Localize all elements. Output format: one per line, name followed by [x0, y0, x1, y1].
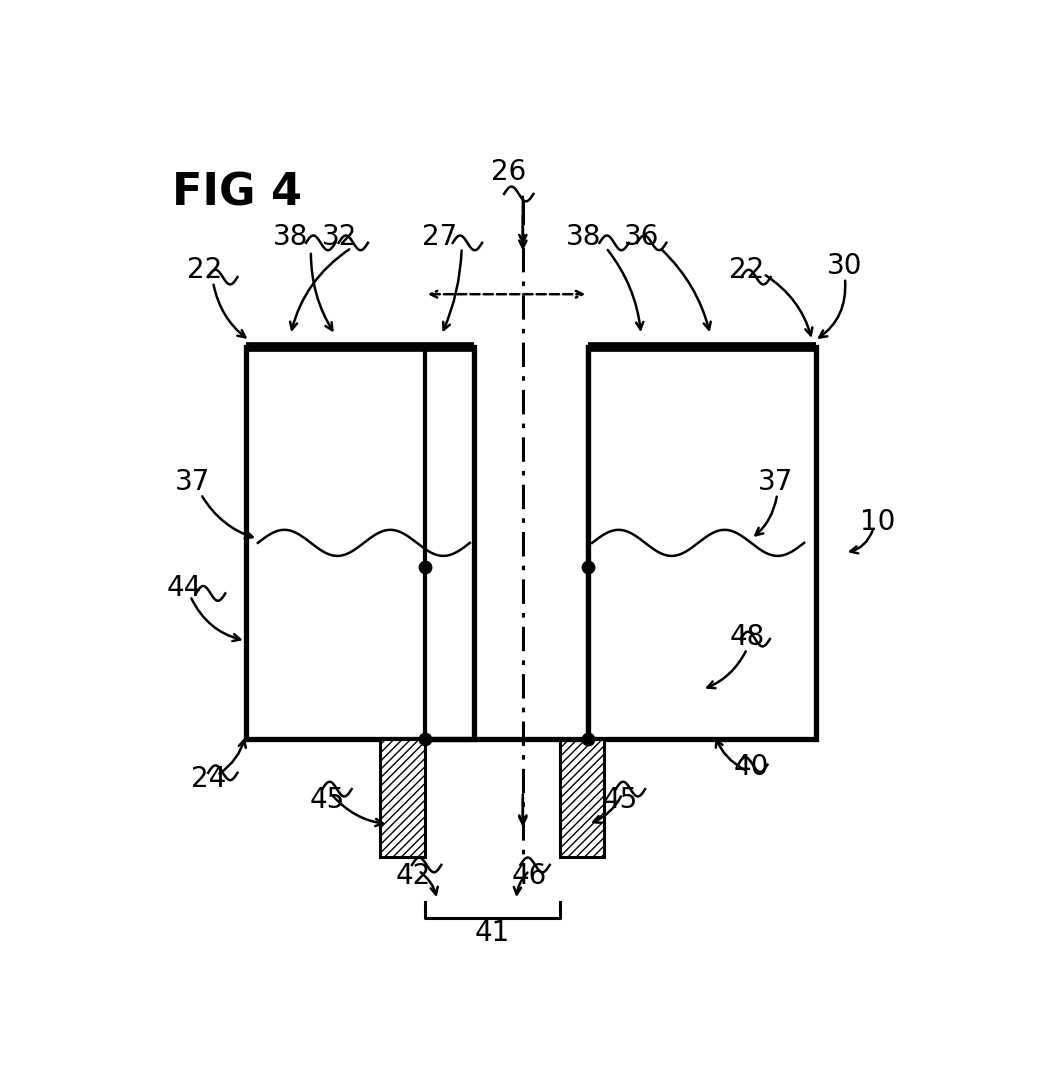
- Point: [580, 559, 596, 576]
- Text: 24: 24: [191, 765, 226, 793]
- Text: 10: 10: [859, 508, 895, 536]
- Text: 32: 32: [322, 224, 357, 252]
- Text: 37: 37: [757, 468, 793, 496]
- Text: 46: 46: [511, 861, 547, 889]
- Point: [417, 730, 433, 747]
- Text: FIG 4: FIG 4: [173, 172, 302, 215]
- Text: 22: 22: [187, 256, 223, 284]
- Text: 22: 22: [729, 256, 765, 284]
- Bar: [588, 347, 816, 739]
- Text: 27: 27: [422, 224, 458, 252]
- Bar: [380, 739, 425, 857]
- Text: 45: 45: [309, 786, 345, 814]
- Text: 48: 48: [729, 622, 765, 650]
- Text: 30: 30: [827, 252, 863, 280]
- Text: 44: 44: [167, 574, 202, 602]
- Text: 36: 36: [624, 224, 659, 252]
- Point: [580, 730, 596, 747]
- Text: 41: 41: [474, 919, 509, 947]
- Text: 38: 38: [272, 224, 308, 252]
- Text: 37: 37: [175, 468, 210, 496]
- Point: [417, 559, 433, 576]
- Text: 45: 45: [603, 786, 639, 814]
- Bar: [560, 739, 604, 857]
- Text: 42: 42: [396, 861, 430, 889]
- Bar: [246, 347, 474, 739]
- Text: 40: 40: [733, 754, 769, 782]
- Text: 38: 38: [566, 224, 602, 252]
- Text: 26: 26: [490, 158, 526, 186]
